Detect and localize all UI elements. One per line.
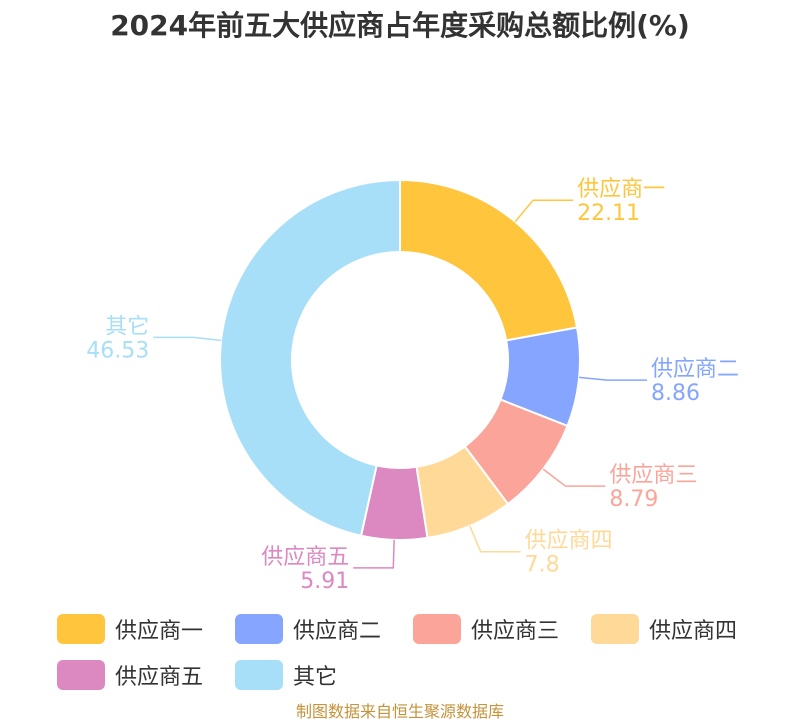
slice-value-label: 8.86: [651, 381, 700, 406]
slice-category-label: 供应商三: [609, 463, 697, 488]
legend-item[interactable]: 其它: [235, 658, 337, 692]
slice-category-label: 供应商二: [651, 357, 739, 382]
legend-label: 供应商二: [293, 619, 382, 644]
legend-swatch: [235, 660, 283, 690]
leader-line: [353, 539, 395, 569]
slice-category-label: 供应商四: [525, 529, 613, 554]
legend-item[interactable]: 供应商一: [57, 612, 203, 646]
legend-swatch: [235, 614, 283, 644]
legend-item[interactable]: 供应商四: [591, 612, 737, 646]
legend-item[interactable]: 供应商五: [57, 658, 203, 692]
legend-swatch: [57, 660, 105, 690]
slice-category-label: 供应商一: [577, 177, 665, 202]
pie-slice[interactable]: [399, 178, 579, 342]
legend-swatch: [413, 614, 461, 644]
legend-swatch: [57, 614, 105, 644]
slice-category-label: 供应商五: [261, 545, 349, 570]
slice-category-label: 其它: [105, 314, 149, 339]
slice-value-label: 22.11: [577, 201, 640, 226]
legend-label: 供应商四: [649, 619, 738, 644]
slice-value-label: 8.79: [609, 487, 658, 512]
slice-value-label: 5.91: [300, 569, 349, 594]
legend-label: 供应商三: [471, 619, 560, 644]
chart-title: 2024年前五大供应商占年度采购总额比例(%): [110, 9, 690, 42]
leader-line: [542, 468, 606, 487]
pie-slice[interactable]: [219, 178, 401, 537]
source-note: 制图数据来自恒生聚源数据库: [295, 702, 504, 721]
legend-label: 供应商五: [115, 665, 204, 690]
legend-label: 供应商一: [115, 619, 204, 644]
leader-line: [469, 525, 521, 553]
leader-line: [153, 336, 222, 342]
leader-line: [514, 199, 574, 223]
leader-line: [579, 376, 648, 381]
legend-item[interactable]: 供应商二: [235, 612, 381, 646]
slice-value-label: 46.53: [86, 338, 149, 363]
legend-label: 其它: [293, 665, 338, 690]
legend-item[interactable]: 供应商三: [413, 612, 559, 646]
slice-value-label: 7.8: [525, 553, 560, 578]
legend-swatch: [591, 614, 639, 644]
